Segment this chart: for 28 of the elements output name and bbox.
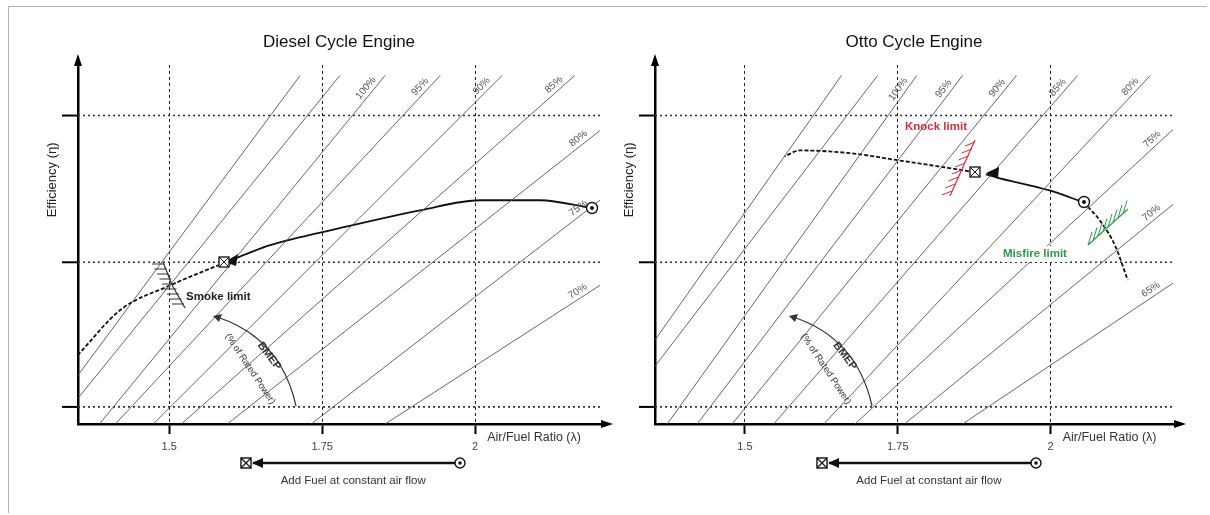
- x-tick-label: 1.5: [737, 439, 753, 452]
- x-tick-label: 2: [1047, 439, 1054, 452]
- text: Add Fuel at constant air flow: [856, 474, 1003, 487]
- text: 70%: [1139, 201, 1163, 223]
- text: 75%: [1140, 127, 1163, 150]
- x-axis-title: Air/Fuel Ratio (λ): [1062, 430, 1157, 445]
- annotation: Misfire limit: [1003, 247, 1068, 260]
- text: 90%: [470, 74, 493, 97]
- x-tick-label: 1.75: [311, 439, 333, 452]
- x-tick-label: 1.5: [161, 439, 177, 452]
- text: 65%: [1139, 278, 1162, 300]
- text: 80%: [1118, 75, 1141, 98]
- text: Add Fuel at constant air flow: [280, 474, 427, 487]
- text: 85%: [1046, 75, 1069, 99]
- chart-title: Diesel Cycle Engine: [262, 31, 416, 51]
- y-axis-title: Efficiency (η): [620, 142, 636, 218]
- chart-title: Otto Cycle Engine: [845, 31, 983, 51]
- annotation: Knock limit: [905, 120, 968, 133]
- y-axis-title: Efficiency (η): [43, 142, 59, 218]
- x-tick-label: 1.75: [887, 439, 909, 452]
- text: 95%: [408, 75, 431, 98]
- text: 75%: [566, 197, 590, 219]
- x-tick-label: 2: [472, 439, 479, 452]
- x-axis-title: Air/Fuel Ratio (λ): [487, 430, 581, 445]
- text: 70%: [565, 280, 589, 301]
- annotation: Smoke limit: [186, 290, 251, 303]
- text: 85%: [542, 73, 565, 95]
- text: 80%: [566, 127, 590, 149]
